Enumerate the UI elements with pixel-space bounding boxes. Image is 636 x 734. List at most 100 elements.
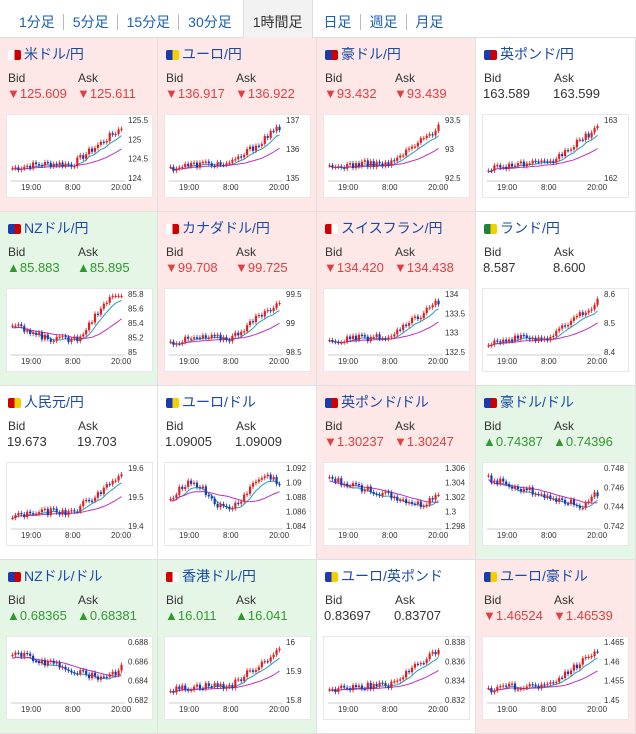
mini-chart[interactable]: 93.5 93 92.5 19:00 8:00 20:00 <box>323 114 470 198</box>
pair-link[interactable]: ユーロ/豪ドル <box>484 566 588 586</box>
candle-body <box>372 161 375 167</box>
mini-chart[interactable]: 85.8 85.6 85.4 85.2 85 19:00 8:00 20:00 <box>6 288 153 372</box>
y-tick-label: 1.302 <box>445 493 466 502</box>
bid-value: ▼125.609 <box>7 86 67 101</box>
candle-body <box>381 682 384 684</box>
candle-body <box>216 162 219 167</box>
candle-body <box>79 670 82 674</box>
candle-body <box>334 688 337 692</box>
candle-body <box>510 163 514 167</box>
candle-body <box>549 495 552 499</box>
tab-6[interactable]: 週足 <box>361 0 407 38</box>
pair-link[interactable]: ユーロ/英ポンド <box>325 566 443 586</box>
pair-name: ランド/円 <box>500 220 560 236</box>
y-tick-label: 15.8 <box>286 696 302 705</box>
candle-body <box>29 330 32 334</box>
candle-body <box>37 660 41 664</box>
pair-link[interactable]: ユーロ/ドル <box>166 392 256 412</box>
pair-link[interactable]: スイスフラン/円 <box>325 218 442 238</box>
candle-body <box>37 512 41 514</box>
pair-link[interactable]: NZドル/円 <box>8 218 89 238</box>
candle-body <box>184 685 187 690</box>
mini-chart[interactable]: 134 133.5 133 132.5 19:00 8:00 20:00 <box>323 288 470 372</box>
x-tick-label: 8:00 <box>223 183 239 192</box>
mini-chart[interactable]: 0.838 0.836 0.834 0.832 19:00 8:00 20:00 <box>323 636 470 720</box>
candle-body <box>243 331 246 333</box>
pair-link[interactable]: 人民元/円 <box>8 392 84 412</box>
mini-chart[interactable]: 8.6 8.5 8.4 19:00 8:00 20:00 <box>482 288 629 372</box>
candle-body <box>187 689 190 691</box>
y-tick-label: 19.6 <box>128 464 144 473</box>
pair-link[interactable]: ランド/円 <box>484 218 560 238</box>
candle-body <box>275 650 278 655</box>
candle-body <box>37 164 41 166</box>
pair-link[interactable]: 香港ドル/円 <box>166 566 256 586</box>
tab-1[interactable]: 5分足 <box>64 0 118 38</box>
candle-body <box>114 480 117 482</box>
mini-chart[interactable]: 1.465 1.46 1.455 1.45 19:00 8:00 20:00 <box>482 636 629 720</box>
tab-5[interactable]: 日足 <box>315 0 361 38</box>
short-ma-line <box>12 656 122 680</box>
candle-body <box>431 305 434 308</box>
candle-body <box>410 667 414 673</box>
tab-7[interactable]: 月足 <box>415 13 444 30</box>
mini-chart[interactable]: 1.092 1.09 1.088 1.086 1.084 19:00 8:00 20:00 <box>164 462 311 546</box>
pair-link[interactable]: 英ポンド/ドル <box>325 392 429 412</box>
candle-body <box>55 508 58 513</box>
candle-body <box>70 164 73 167</box>
mini-chart[interactable]: 163 162 19:00 8:00 20:00 <box>482 114 629 198</box>
candle-body <box>349 336 352 339</box>
candle-body <box>272 130 275 133</box>
pair-link[interactable]: ユーロ/円 <box>166 44 242 64</box>
pair-name: 英ポンド/円 <box>500 46 574 62</box>
candle-body <box>528 684 531 687</box>
candle-body <box>210 686 213 688</box>
mini-chart[interactable]: 19.6 19.5 19.4 19:00 8:00 20:00 <box>6 462 153 546</box>
tab-0[interactable]: 1分足 <box>10 0 64 38</box>
candle-body <box>102 676 105 678</box>
x-tick-label: 19:00 <box>338 357 359 366</box>
candle-body <box>23 652 26 657</box>
mini-chart[interactable]: 1.306 1.304 1.302 1.3 1.298 19:00 8:00 20:00 <box>323 462 470 546</box>
candle-body <box>490 170 493 172</box>
long-ma-line <box>170 147 280 171</box>
candle-body <box>593 128 596 133</box>
candle-body <box>578 505 581 509</box>
candle-body <box>213 498 216 504</box>
mini-chart[interactable]: 99.5 99 98.5 19:00 8:00 20:00 <box>164 288 311 372</box>
ask-value: ▲85.895 <box>77 260 130 275</box>
tab-2[interactable]: 15分足 <box>118 0 180 38</box>
pair-link[interactable]: 米ドル/円 <box>8 44 84 64</box>
pair-link[interactable]: 英ポンド/円 <box>484 44 574 64</box>
candle-body <box>90 148 94 152</box>
pair-link[interactable]: カナダドル/円 <box>166 218 270 238</box>
candle-body <box>120 664 123 671</box>
y-tick-label: 137 <box>286 116 300 125</box>
candle-body <box>384 162 387 167</box>
tab-4[interactable]: 1時間足 <box>242 0 313 38</box>
mini-chart[interactable]: 0.688 0.686 0.684 0.682 19:00 8:00 20:00 <box>6 636 153 720</box>
y-tick-label: 0.748 <box>604 464 625 473</box>
candle-body <box>26 511 29 518</box>
pair-link[interactable]: 豪ドル/円 <box>325 44 401 64</box>
tab-3[interactable]: 30分足 <box>188 13 232 30</box>
candle-body <box>343 167 346 169</box>
long-ma-line <box>329 669 439 692</box>
candle-body <box>237 156 240 160</box>
currency-card: NZドル/ドル Bid ▲0.68365 Ask ▲0.68381 0.688 0.686 0… <box>0 560 158 734</box>
mini-chart[interactable]: 16 15.9 15.8 19:00 8:00 20:00 <box>164 636 311 720</box>
candle-body <box>393 334 396 337</box>
mini-chart[interactable]: 0.748 0.746 0.744 0.742 19:00 8:00 20:00 <box>482 462 629 546</box>
candle-body <box>90 500 94 502</box>
candle-body <box>204 161 207 163</box>
bid-value: ▼1.30237 <box>324 434 384 449</box>
mini-chart[interactable]: 137 136 135 19:00 8:00 20:00 <box>164 114 311 198</box>
candle-body <box>381 492 384 496</box>
pair-name: 英ポンド/ドル <box>341 394 429 410</box>
candle-body <box>172 497 175 500</box>
pair-link[interactable]: 豪ドル/ドル <box>484 392 574 412</box>
mini-chart[interactable]: 125.5 125 124.5 124 19:00 8:00 20:00 <box>6 114 153 198</box>
candle-body <box>505 685 508 687</box>
pair-link[interactable]: NZドル/ドル <box>8 566 103 586</box>
y-tick-label: 134 <box>445 290 459 299</box>
